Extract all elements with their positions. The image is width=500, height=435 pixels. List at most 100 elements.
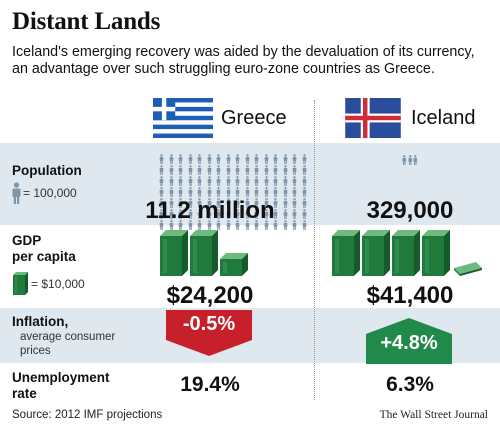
- person-icon: [301, 162, 310, 175]
- money-bill-icon: [454, 262, 482, 276]
- greece-gdp-stacks: [160, 230, 248, 276]
- person-icon: [282, 162, 291, 175]
- person-icon: [301, 206, 310, 219]
- person-icon: [282, 195, 291, 208]
- person-icon: [282, 173, 291, 186]
- person-icon: [187, 162, 196, 175]
- person-icon: [215, 217, 224, 230]
- person-icon: [272, 184, 281, 197]
- person-icon: [177, 173, 186, 186]
- person-icon: [234, 217, 243, 230]
- person-icon: [215, 173, 224, 186]
- person-icon: [206, 206, 215, 219]
- person-icon: [244, 206, 253, 219]
- money-stack-icon: [13, 272, 28, 295]
- person-icon: [291, 184, 300, 197]
- person-icon: [196, 195, 205, 208]
- person-icon: [206, 195, 215, 208]
- person-icon: [291, 206, 300, 219]
- money-stack-icon: [392, 230, 420, 276]
- iceland-population-value: 329,000: [366, 197, 454, 224]
- person-icon: [215, 184, 224, 197]
- person-icon: [168, 217, 177, 230]
- person-icon: [215, 206, 224, 219]
- person-icon: [263, 195, 272, 208]
- greece-gdp-value: $24,200: [166, 282, 254, 309]
- person-icon: [253, 195, 262, 208]
- person-icon: [187, 173, 196, 186]
- money-stack-icon: [362, 230, 390, 276]
- person-icon: [168, 206, 177, 219]
- greece-unemployment-value: 19.4%: [180, 373, 240, 396]
- person-icon: [177, 206, 186, 219]
- page-title: Distant Lands: [12, 8, 161, 35]
- country-name-iceland: Iceland: [411, 106, 476, 129]
- person-icon: [158, 195, 167, 208]
- unemployment-label-line1: Unemployment: [12, 370, 110, 385]
- person-icon: [402, 152, 407, 165]
- population-legend-text: = 100,000: [23, 186, 77, 200]
- person-icon: [282, 184, 291, 197]
- person-icon: [158, 206, 167, 219]
- person-icon: [196, 217, 205, 230]
- person-icon: [225, 195, 234, 208]
- person-icon: [301, 217, 310, 230]
- person-icon: [225, 184, 234, 197]
- country-name-greece: Greece: [221, 106, 287, 129]
- person-icon: [206, 184, 215, 197]
- person-icon: [282, 217, 291, 230]
- person-icon: [291, 173, 300, 186]
- person-icon: [177, 217, 186, 230]
- person-icon: [253, 206, 262, 219]
- money-stack-partial-icon: [220, 253, 248, 276]
- person-icon: [263, 217, 272, 230]
- person-icon: [158, 162, 167, 175]
- person-icon: [301, 195, 310, 208]
- person-icon: [196, 184, 205, 197]
- unemployment-label: Unemployment rate: [12, 370, 110, 402]
- person-icon: [215, 195, 224, 208]
- person-icon: [253, 173, 262, 186]
- person-icon: [301, 173, 310, 186]
- person-icon: [177, 184, 186, 197]
- person-icon: [234, 195, 243, 208]
- inflation-sublabel: average consumer prices: [20, 331, 116, 357]
- person-icon: [234, 206, 243, 219]
- money-stack-icon: [332, 230, 360, 276]
- person-icon: [253, 217, 262, 230]
- person-icon: [272, 195, 281, 208]
- column-header-iceland: Iceland: [342, 96, 476, 140]
- gdp-label-line1: GDP: [12, 233, 42, 248]
- person-icon: [244, 217, 253, 230]
- iceland-gdp-stacks: [332, 230, 482, 276]
- person-icon: [206, 217, 215, 230]
- gdp-legend-text: = $10,000: [31, 277, 85, 291]
- person-icon: [225, 217, 234, 230]
- person-icon: [272, 162, 281, 175]
- person-icon: [168, 173, 177, 186]
- person-icon: [225, 173, 234, 186]
- person-icon: [225, 162, 234, 175]
- person-icon: [215, 151, 224, 164]
- gdp-label-line2: per capita: [12, 249, 76, 264]
- greece-inflation-down-arrow: [166, 310, 252, 356]
- person-icon: [272, 151, 281, 164]
- iceland-inflation-value: +4.8%: [380, 332, 438, 354]
- person-icon: [168, 195, 177, 208]
- person-icon: [206, 173, 215, 186]
- person-icon: [187, 195, 196, 208]
- person-icon: [168, 184, 177, 197]
- person-icon: [206, 162, 215, 175]
- person-icon: [158, 217, 167, 230]
- inflation-label: Inflation, average consumer prices: [12, 314, 122, 358]
- person-icon: [158, 151, 167, 164]
- person-icon: [168, 151, 177, 164]
- person-icon: [263, 162, 272, 175]
- person-icon: [225, 206, 234, 219]
- population-label: Population: [12, 163, 82, 178]
- gdp-legend: = $10,000: [12, 272, 85, 296]
- person-icon: [407, 152, 413, 165]
- money-stack-icon: [190, 230, 218, 276]
- person-icon: [177, 151, 186, 164]
- credit-note: The Wall Street Journal: [379, 409, 488, 421]
